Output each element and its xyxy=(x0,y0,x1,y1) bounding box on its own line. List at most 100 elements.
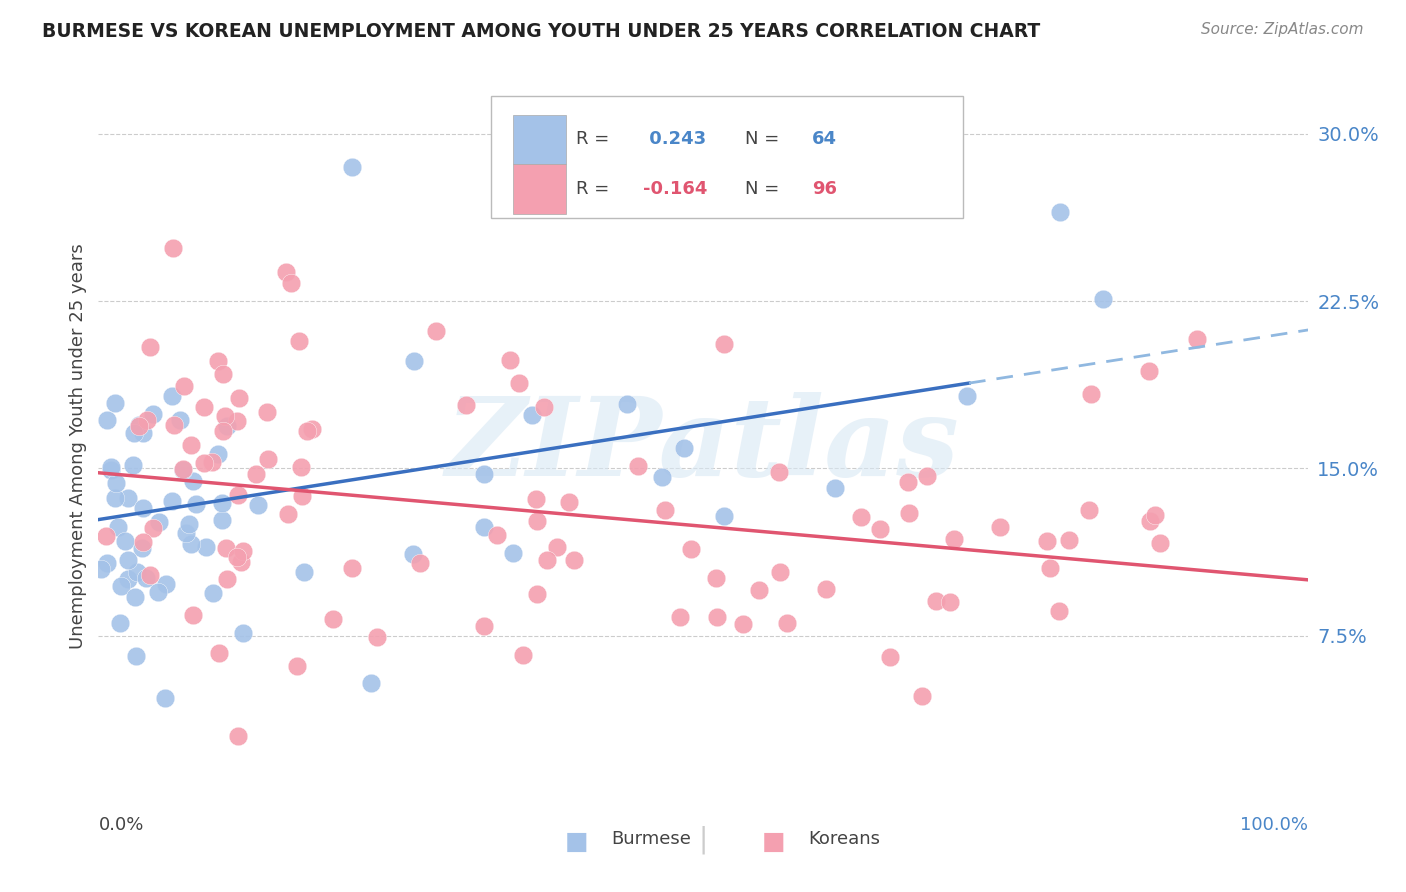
Point xyxy=(616,397,638,411)
Text: R =: R = xyxy=(576,130,614,148)
Point xyxy=(654,503,676,517)
Point xyxy=(131,541,153,555)
Point xyxy=(943,532,966,546)
Point xyxy=(1057,533,1080,547)
Point xyxy=(215,572,238,586)
Point xyxy=(136,413,159,427)
Point xyxy=(128,418,150,433)
Point xyxy=(117,491,139,505)
Text: ZIPatlas: ZIPatlas xyxy=(446,392,960,500)
Point xyxy=(225,414,247,428)
Point xyxy=(96,412,118,426)
Point xyxy=(679,542,702,557)
Point xyxy=(486,528,509,542)
Point xyxy=(186,497,208,511)
Point xyxy=(508,376,530,390)
Point xyxy=(162,242,184,256)
Point xyxy=(524,491,547,506)
Point xyxy=(247,498,270,512)
Point xyxy=(1049,205,1071,219)
Point xyxy=(533,401,555,415)
Point xyxy=(322,612,344,626)
Point xyxy=(245,467,267,482)
Point xyxy=(869,523,891,537)
Point xyxy=(290,460,312,475)
Point xyxy=(122,458,145,473)
Text: Burmese: Burmese xyxy=(612,830,692,847)
Point xyxy=(502,546,524,560)
Point xyxy=(1149,535,1171,549)
Point xyxy=(207,353,229,368)
Point xyxy=(193,456,215,470)
Point xyxy=(148,515,170,529)
Point xyxy=(915,468,938,483)
Point xyxy=(125,566,148,580)
Point xyxy=(668,610,690,624)
Point xyxy=(105,476,128,491)
Point xyxy=(512,648,534,662)
Point xyxy=(526,586,548,600)
Point xyxy=(180,438,202,452)
Text: N =: N = xyxy=(745,130,786,148)
Point xyxy=(214,409,236,423)
Point xyxy=(107,520,129,534)
Point xyxy=(1039,561,1062,575)
Point xyxy=(135,571,157,585)
Point xyxy=(472,520,495,534)
Point xyxy=(814,582,837,596)
Point xyxy=(108,615,131,630)
Point xyxy=(911,689,934,703)
Point xyxy=(215,419,238,434)
Point xyxy=(232,544,254,558)
Point xyxy=(100,463,122,477)
Point xyxy=(956,389,979,403)
Point xyxy=(212,424,235,438)
Point xyxy=(366,630,388,644)
FancyBboxPatch shape xyxy=(513,164,567,214)
Point xyxy=(1144,508,1167,522)
Point xyxy=(274,265,297,279)
Point xyxy=(287,659,309,673)
Point xyxy=(153,691,176,706)
Point xyxy=(228,391,250,405)
Point xyxy=(295,424,318,438)
Point xyxy=(704,571,727,585)
Point xyxy=(226,549,249,564)
Text: Koreans: Koreans xyxy=(808,830,880,847)
Point xyxy=(160,494,183,508)
Point xyxy=(546,540,568,554)
Text: ■: ■ xyxy=(565,830,588,854)
Point xyxy=(499,352,522,367)
Point xyxy=(173,379,195,393)
Point xyxy=(897,475,920,489)
Point xyxy=(526,514,548,528)
Point xyxy=(425,324,447,338)
Point xyxy=(713,508,735,523)
Point xyxy=(824,481,846,495)
Text: 0.0%: 0.0% xyxy=(98,816,143,834)
Point xyxy=(454,398,477,412)
Point xyxy=(1187,332,1209,346)
Point xyxy=(851,509,873,524)
Point xyxy=(208,646,231,660)
Point xyxy=(124,590,146,604)
Point xyxy=(277,507,299,521)
Point xyxy=(125,648,148,663)
Text: 0.243: 0.243 xyxy=(643,130,706,148)
Point xyxy=(100,460,122,475)
Point xyxy=(939,595,962,609)
Point xyxy=(211,495,233,509)
Point xyxy=(768,466,790,480)
Point xyxy=(141,521,163,535)
Point xyxy=(1139,514,1161,528)
Point xyxy=(226,488,249,502)
Point xyxy=(160,389,183,403)
Text: 64: 64 xyxy=(811,130,837,148)
Point xyxy=(562,553,585,567)
Point xyxy=(174,526,197,541)
Point xyxy=(169,413,191,427)
Text: 96: 96 xyxy=(811,180,837,198)
Point xyxy=(172,463,194,477)
Y-axis label: Unemployment Among Youth under 25 years: Unemployment Among Youth under 25 years xyxy=(69,244,87,648)
Point xyxy=(408,557,430,571)
